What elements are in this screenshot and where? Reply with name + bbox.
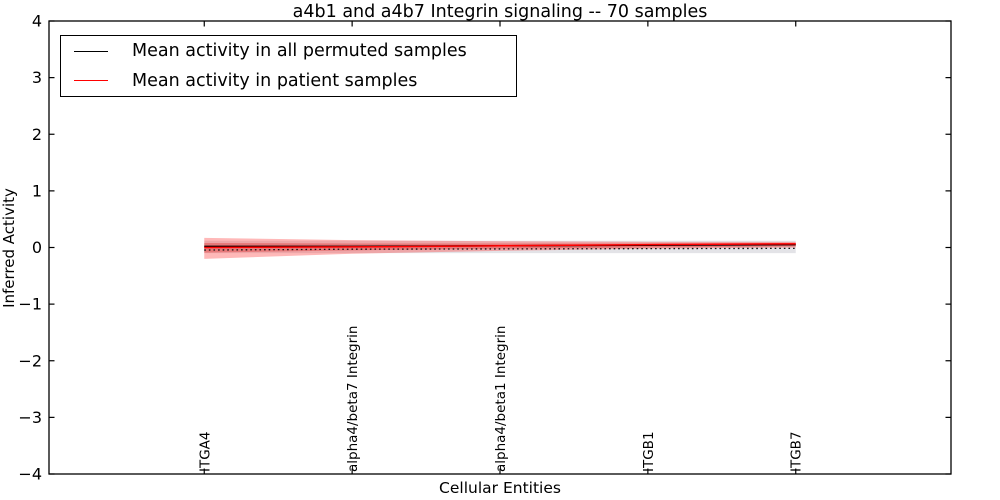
legend-label-permuted: Mean activity in all permuted samples	[132, 41, 467, 62]
y-tick-label: 0	[32, 238, 42, 257]
x-tick-label: alpha4/beta7 Integrin	[345, 326, 361, 472]
legend-item-permuted: Mean activity in all permuted samples	[61, 37, 516, 66]
legend: Mean activity in all permuted samples Me…	[60, 35, 517, 97]
y-tick-label: 2	[32, 125, 42, 144]
y-tick-label: −1	[18, 295, 42, 314]
y-tick-label: 4	[32, 12, 42, 31]
x-tick-label: ITGA4	[197, 431, 213, 472]
x-tick-label: alpha4/beta1 Integrin	[493, 326, 509, 472]
legend-line-red-icon	[74, 80, 108, 82]
y-tick-label: −2	[18, 351, 42, 370]
legend-item-patient: Mean activity in patient samples	[61, 66, 516, 95]
x-tick-label: ITGB7	[789, 431, 805, 472]
chart-title: a4b1 and a4b7 Integrin signaling -- 70 s…	[292, 2, 708, 22]
legend-line-black-icon	[74, 50, 108, 52]
y-axis-label: Inferred Activity	[0, 188, 18, 308]
series-line-dotted	[204, 247, 796, 251]
x-tick-label: ITGB1	[641, 431, 657, 472]
series-line-ff0000	[204, 243, 796, 249]
y-tick-label: 3	[32, 68, 42, 87]
y-tick-label: −4	[18, 465, 42, 484]
legend-label-patient: Mean activity in patient samples	[132, 70, 418, 91]
permuted-samples-std-band	[204, 240, 796, 254]
y-tick-label: 1	[32, 181, 42, 200]
x-axis-label: Cellular Entities	[439, 479, 561, 497]
y-tick-label: −3	[18, 408, 42, 427]
